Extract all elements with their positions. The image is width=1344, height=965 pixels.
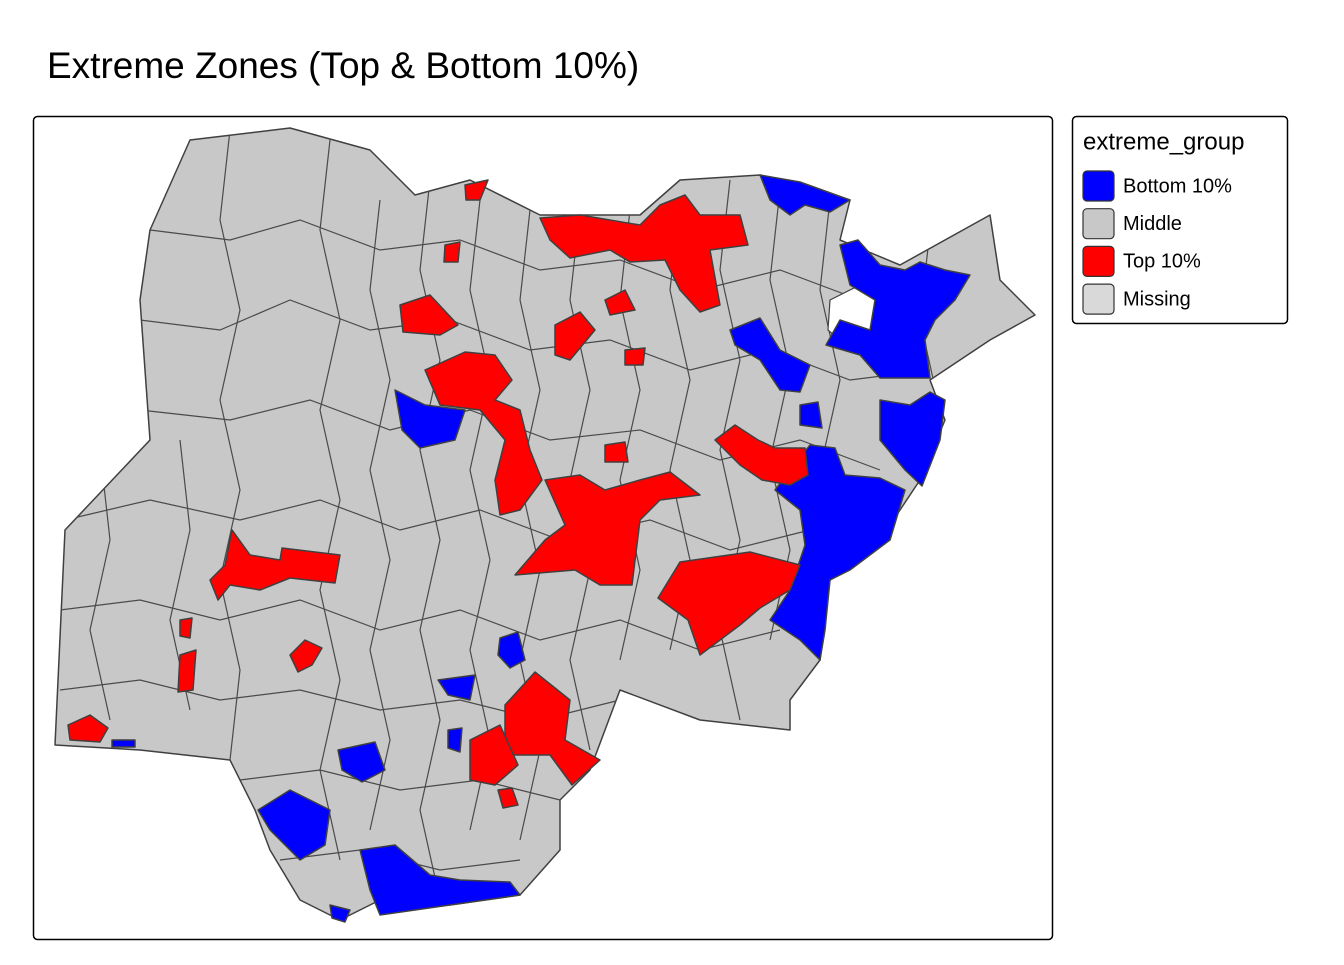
region-top: [514, 471, 701, 586]
legend-swatch: [1082, 283, 1115, 315]
region-top: [469, 724, 519, 786]
legend-swatch: [1082, 245, 1115, 277]
region-bottom: [337, 741, 386, 783]
region-bottom: [729, 317, 811, 393]
region-top: [399, 294, 459, 336]
legend-swatch: [1082, 208, 1115, 240]
region-top: [424, 351, 543, 516]
region-bottom: [447, 727, 463, 753]
region-top: [289, 639, 323, 673]
region-bottom: [359, 844, 521, 916]
legend-swatch: [1082, 170, 1115, 202]
region-bottom: [437, 674, 476, 701]
region-top: [504, 671, 601, 786]
region-top: [497, 787, 519, 809]
legend-label: Missing: [1123, 288, 1191, 310]
region-bottom: [329, 904, 351, 923]
region-top: [624, 347, 646, 366]
region-top: [464, 179, 489, 201]
region-bottom: [257, 789, 331, 861]
legend: Bottom 10% Middle Top 10% Missing: [1082, 170, 1232, 315]
region-top: [539, 194, 749, 313]
legend-box: [1071, 115, 1289, 325]
region-top: [604, 289, 636, 316]
map: [54, 127, 1036, 923]
region-bottom: [825, 239, 971, 379]
region-bottom: [799, 401, 823, 429]
region-top: [657, 551, 801, 656]
legend-label: Bottom 10%: [1123, 175, 1232, 197]
legend-label: Top 10%: [1123, 251, 1201, 273]
region-top: [604, 441, 629, 463]
region-top: [554, 311, 596, 361]
country-base: [54, 127, 1036, 921]
region-bottom: [879, 391, 946, 487]
region-bottom: [111, 739, 136, 748]
map-title: Extreme Zones (Top & Bottom 10%): [47, 45, 639, 86]
region-top: [714, 424, 809, 486]
region-bottom: [394, 389, 466, 449]
region-bottom: [497, 631, 526, 669]
region-top: [443, 241, 461, 263]
region-top: [209, 529, 341, 601]
region-top: [67, 714, 109, 743]
legend-label: Middle: [1123, 213, 1182, 235]
region-top: [177, 649, 197, 693]
region-bottom: [759, 174, 851, 216]
region-top: [179, 617, 193, 639]
legend-title: extreme_group: [1083, 128, 1244, 155]
region-bottom: [769, 444, 906, 661]
